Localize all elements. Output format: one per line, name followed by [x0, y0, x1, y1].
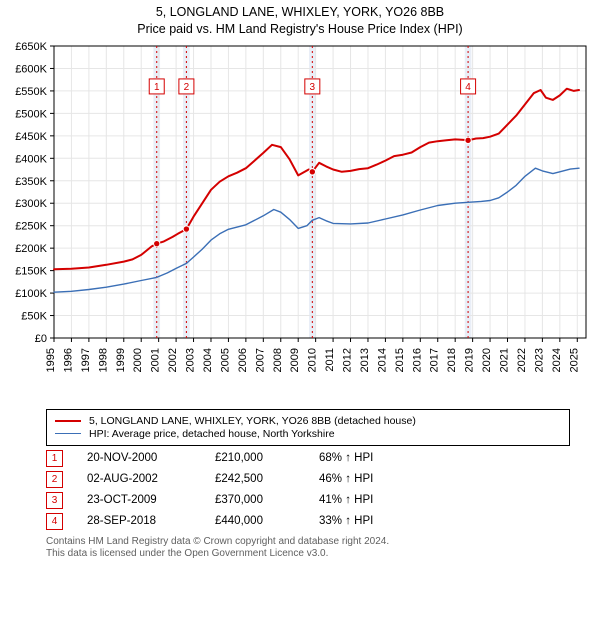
- xtick-label: 2004: [202, 348, 214, 372]
- transaction-marker-label: 2: [184, 82, 190, 93]
- ytick-label: £300K: [15, 198, 47, 210]
- legend-swatch: [55, 420, 81, 422]
- transaction-dot: [309, 168, 315, 174]
- ytick-label: £50K: [21, 310, 47, 322]
- legend-item: HPI: Average price, detached house, Nort…: [55, 428, 561, 440]
- series-property: [54, 88, 579, 269]
- xtick-label: 2009: [289, 348, 301, 372]
- xtick-label: 2019: [464, 348, 476, 372]
- transaction-date: 28-SEP-2018: [87, 515, 191, 527]
- transaction-marker-label: 1: [154, 82, 160, 93]
- price-chart: £0 £50K £100K £150K £200K £250K £300K £350K £400…: [0, 38, 600, 398]
- xtick-label: 2006: [237, 348, 249, 372]
- ytick-label: £350K: [15, 176, 47, 188]
- license-footer: Contains HM Land Registry data © Crown c…: [46, 536, 570, 561]
- xtick-label: 2012: [342, 348, 354, 372]
- transaction-row-marker: 1: [46, 450, 63, 467]
- footer-line-1: Contains HM Land Registry data © Crown c…: [46, 536, 570, 549]
- xtick-label: 2025: [568, 348, 580, 372]
- xtick-label: 2016: [411, 348, 423, 372]
- xtick-label: 2008: [272, 348, 284, 372]
- transaction-date: 02-AUG-2002: [87, 473, 191, 485]
- transaction-row: 4 28-SEP-2018 £440,000 33% ↑ HPI: [46, 513, 570, 530]
- series-hpi: [54, 168, 579, 292]
- ytick-label: £650K: [15, 41, 47, 53]
- ytick-label: £250K: [15, 220, 47, 232]
- legend-swatch: [55, 433, 81, 434]
- legend-label: HPI: Average price, detached house, Nort…: [89, 428, 335, 440]
- legend: 5, LONGLAND LANE, WHIXLEY, YORK, YO26 8B…: [46, 409, 570, 446]
- ytick-label: £0: [35, 333, 47, 345]
- xtick-label: 2010: [307, 348, 319, 372]
- transaction-date: 20-NOV-2000: [87, 452, 191, 464]
- transaction-row-marker: 3: [46, 492, 63, 509]
- ytick-label: £600K: [15, 63, 47, 75]
- xtick-label: 2003: [185, 348, 197, 372]
- transaction-hpi: 68% ↑ HPI: [319, 452, 409, 464]
- transaction-dot: [154, 240, 160, 246]
- transaction-hpi: 46% ↑ HPI: [319, 473, 409, 485]
- transaction-hpi: 33% ↑ HPI: [319, 515, 409, 527]
- ytick-label: £450K: [15, 131, 47, 143]
- xtick-label: 1996: [62, 348, 74, 372]
- legend-label: 5, LONGLAND LANE, WHIXLEY, YORK, YO26 8B…: [89, 415, 416, 427]
- ytick-label: £550K: [15, 86, 47, 98]
- xtick-label: 1997: [80, 348, 92, 372]
- ytick-label: £150K: [15, 265, 47, 277]
- transaction-dot: [183, 226, 189, 232]
- transaction-row: 2 02-AUG-2002 £242,500 46% ↑ HPI: [46, 471, 570, 488]
- legend-item: 5, LONGLAND LANE, WHIXLEY, YORK, YO26 8B…: [55, 415, 561, 427]
- transaction-price: £242,500: [215, 473, 295, 485]
- xtick-label: 2018: [446, 348, 458, 372]
- xtick-label: 2022: [516, 348, 528, 372]
- xtick-label: 2017: [429, 348, 441, 372]
- xtick-label: 2011: [324, 348, 336, 372]
- chart-title-block: 5, LONGLAND LANE, WHIXLEY, YORK, YO26 8B…: [0, 0, 600, 38]
- xtick-label: 2021: [499, 348, 511, 372]
- transaction-date: 23-OCT-2009: [87, 494, 191, 506]
- xtick-label: 2005: [219, 348, 231, 372]
- transaction-row-marker: 2: [46, 471, 63, 488]
- transaction-row: 3 23-OCT-2009 £370,000 41% ↑ HPI: [46, 492, 570, 509]
- title-line-1: 5, LONGLAND LANE, WHIXLEY, YORK, YO26 8B…: [0, 4, 600, 21]
- xtick-label: 1995: [45, 348, 57, 372]
- ytick-label: £200K: [15, 243, 47, 255]
- transaction-price: £370,000: [215, 494, 295, 506]
- xtick-label: 2000: [132, 348, 144, 372]
- xtick-label: 2023: [533, 348, 545, 372]
- xtick-label: 2014: [376, 348, 388, 372]
- xtick-label: 2001: [150, 348, 162, 372]
- title-line-2: Price paid vs. HM Land Registry's House …: [0, 21, 600, 38]
- chart-area: £0 £50K £100K £150K £200K £250K £300K £350K £400…: [0, 38, 600, 403]
- footer-line-2: This data is licensed under the Open Gov…: [46, 548, 570, 561]
- xtick-label: 2015: [394, 348, 406, 372]
- xtick-label: 1998: [97, 348, 109, 372]
- transaction-hpi: 41% ↑ HPI: [319, 494, 409, 506]
- ytick-label: £100K: [15, 288, 47, 300]
- ytick-label: £500K: [15, 108, 47, 120]
- transaction-marker-label: 3: [310, 82, 316, 93]
- xtick-label: 2024: [551, 348, 563, 372]
- xtick-label: 2007: [254, 348, 266, 372]
- xtick-label: 2013: [359, 348, 371, 372]
- ytick-label: £400K: [15, 153, 47, 165]
- transactions-table: 1 20-NOV-2000 £210,000 68% ↑ HPI 2 02-AUG-200…: [46, 450, 570, 530]
- xtick-label: 2020: [481, 348, 493, 372]
- transaction-dot: [465, 137, 471, 143]
- transaction-row: 1 20-NOV-2000 £210,000 68% ↑ HPI: [46, 450, 570, 467]
- transaction-row-marker: 4: [46, 513, 63, 530]
- transaction-price: £440,000: [215, 515, 295, 527]
- xtick-label: 1999: [115, 348, 127, 372]
- xtick-label: 2002: [167, 348, 179, 372]
- transaction-marker-label: 4: [465, 82, 471, 93]
- transaction-price: £210,000: [215, 452, 295, 464]
